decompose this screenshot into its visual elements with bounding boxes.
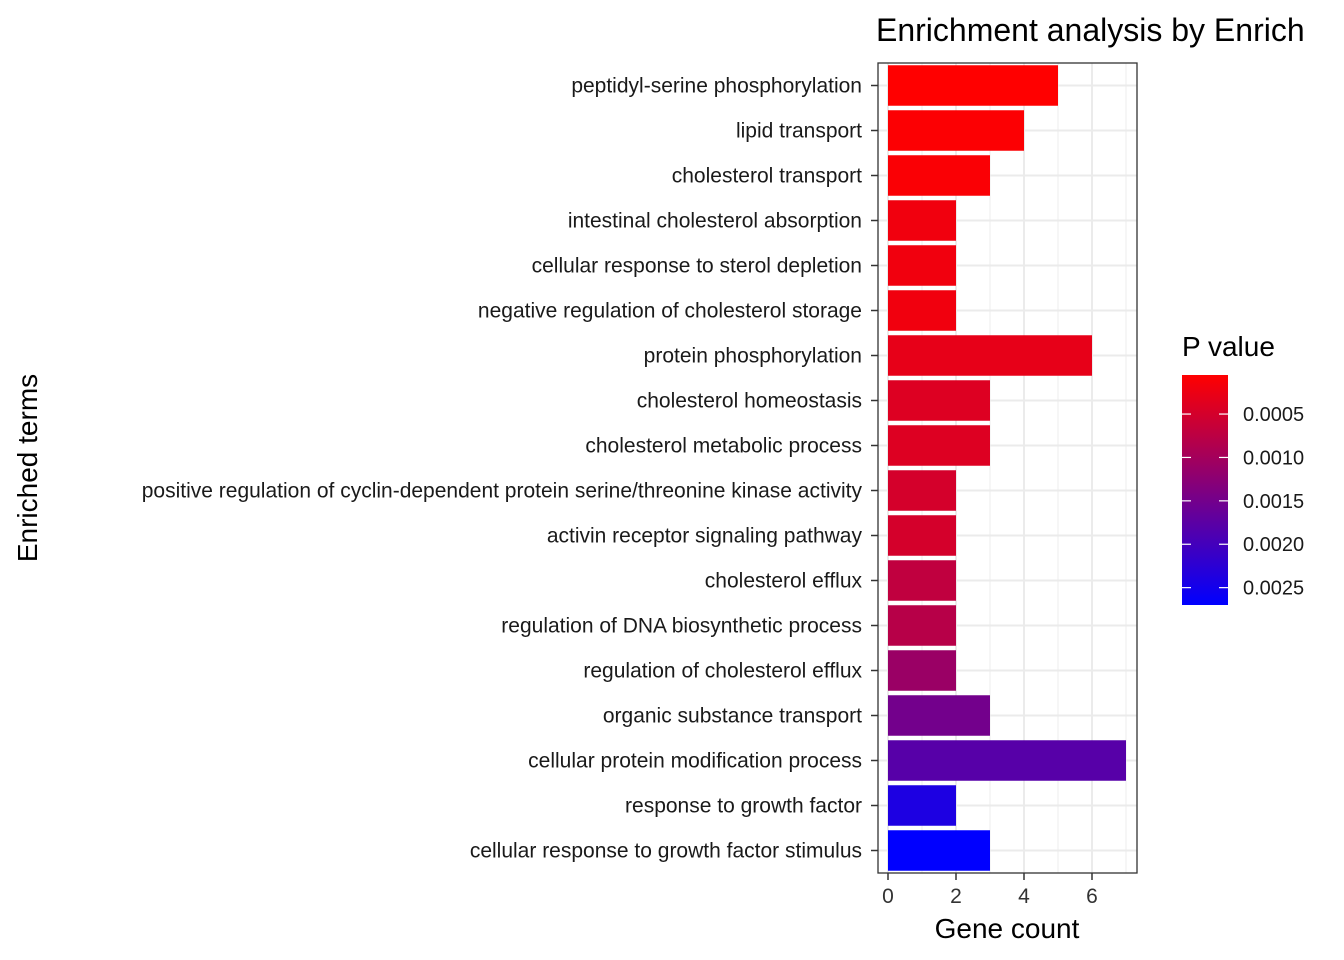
x-tick-label: 2 bbox=[950, 885, 962, 908]
bar bbox=[888, 380, 990, 421]
y-tick-label: cholesterol metabolic process bbox=[585, 435, 862, 458]
y-tick-label: cholesterol efflux bbox=[705, 570, 863, 593]
x-tick-label: 6 bbox=[1086, 885, 1098, 908]
y-tick-label: regulation of DNA biosynthetic process bbox=[501, 615, 862, 638]
y-axis-title: Enriched terms bbox=[12, 374, 43, 562]
y-tick-label: peptidyl-serine phosphorylation bbox=[571, 75, 862, 98]
y-tick-label: activin receptor signaling pathway bbox=[547, 525, 863, 548]
chart-title: Enrichment analysis by Enrich bbox=[876, 12, 1305, 48]
legend-tick-label: 0.0015 bbox=[1243, 491, 1304, 513]
plot-panel bbox=[877, 62, 1138, 874]
y-tick-label: cholesterol transport bbox=[672, 165, 862, 188]
legend-tick-label: 0.0005 bbox=[1243, 404, 1304, 426]
bars-group bbox=[888, 65, 1126, 871]
bar bbox=[888, 200, 956, 241]
legend-ticks: 0.0005 0.0010 0.0015 0.0020 0.0025 bbox=[1182, 404, 1304, 600]
y-tick-label: cholesterol homeostasis bbox=[637, 390, 862, 413]
y-tick-label: regulation of cholesterol efflux bbox=[583, 660, 862, 683]
legend-tick-label: 0.0010 bbox=[1243, 447, 1304, 469]
y-tick-label: response to growth factor bbox=[625, 795, 862, 818]
y-tick-label: negative regulation of cholesterol stora… bbox=[478, 300, 862, 323]
y-tick-label: cellular response to growth factor stimu… bbox=[470, 840, 862, 863]
legend-title: P value bbox=[1182, 331, 1275, 362]
legend-tick-label: 0.0025 bbox=[1243, 578, 1304, 600]
y-axis-ticks: peptidyl-serine phosphorylation lipid tra… bbox=[142, 75, 878, 863]
bar bbox=[888, 605, 956, 646]
bar bbox=[888, 560, 956, 601]
x-axis-title: Gene count bbox=[935, 913, 1080, 944]
x-axis-ticks: 0 2 4 6 bbox=[882, 873, 1098, 908]
legend-colorbar bbox=[1182, 375, 1228, 605]
y-tick-label: lipid transport bbox=[736, 120, 862, 143]
bar bbox=[888, 515, 956, 556]
bar bbox=[888, 110, 1024, 151]
bar bbox=[888, 830, 990, 871]
p-value-legend: P value 0.0005 0.0010 0.0015 0.0020 0.0025 bbox=[1182, 331, 1304, 605]
bar bbox=[888, 155, 990, 196]
bar bbox=[888, 785, 956, 826]
bar bbox=[888, 335, 1092, 376]
y-tick-label: cellular protein modification process bbox=[528, 750, 862, 773]
y-tick-label: protein phosphorylation bbox=[644, 345, 862, 368]
bar bbox=[888, 650, 956, 691]
bar bbox=[888, 695, 990, 736]
bar bbox=[888, 470, 956, 511]
y-tick-label: positive regulation of cyclin-dependent … bbox=[142, 480, 863, 503]
y-tick-label: intestinal cholesterol absorption bbox=[568, 210, 862, 233]
bar bbox=[888, 245, 956, 286]
panel-background bbox=[878, 63, 1137, 873]
panel-border bbox=[877, 62, 1138, 874]
y-tick-label: cellular response to sterol depletion bbox=[532, 255, 862, 278]
x-tick-label: 4 bbox=[1018, 885, 1030, 908]
y-tick-label: organic substance transport bbox=[603, 705, 862, 728]
legend-tick-label: 0.0020 bbox=[1243, 534, 1304, 556]
x-tick-label: 0 bbox=[882, 885, 894, 908]
bar bbox=[888, 425, 990, 466]
bar bbox=[888, 65, 1058, 106]
bar bbox=[888, 290, 956, 331]
bar bbox=[888, 740, 1126, 781]
